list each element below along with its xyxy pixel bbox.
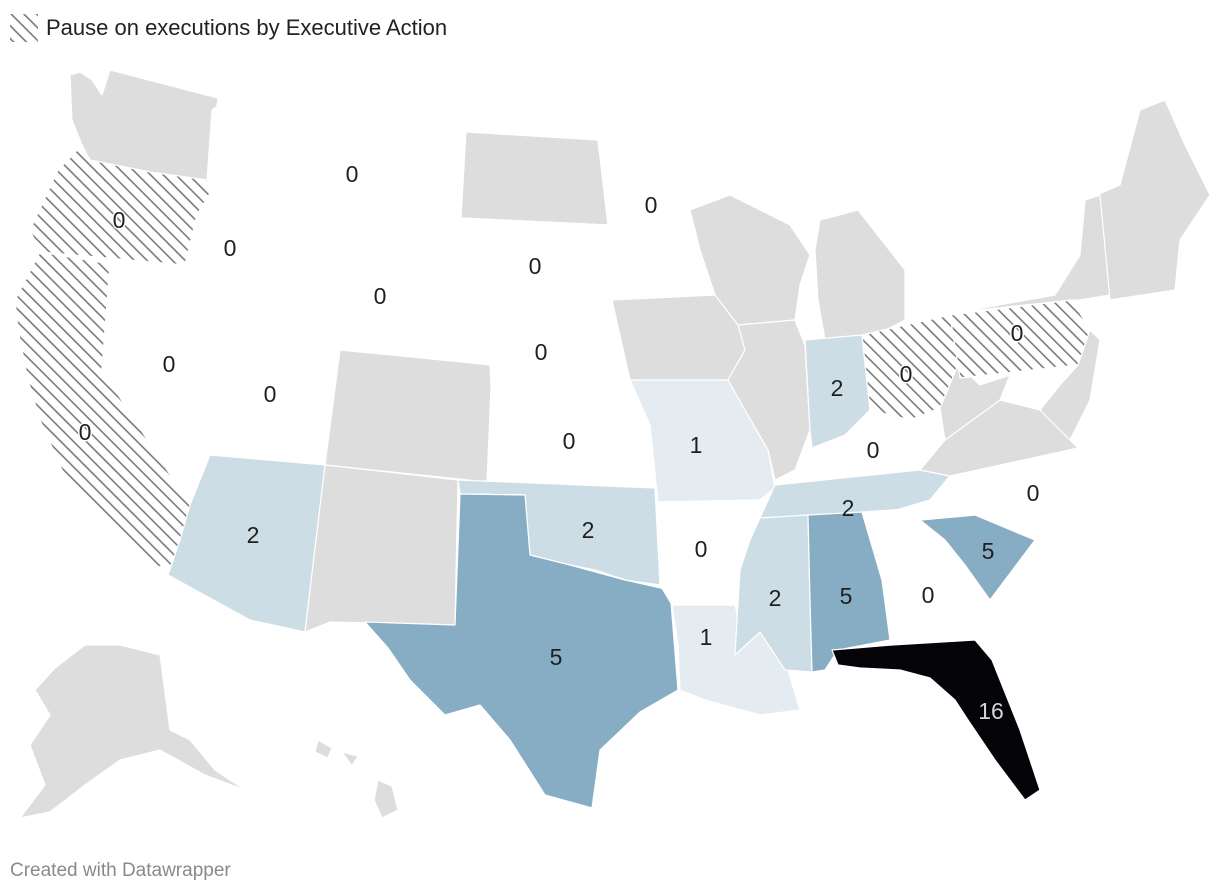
state-kansas[interactable]	[486, 404, 656, 489]
state-montana[interactable]	[217, 97, 441, 236]
state-value-label: 0	[535, 339, 548, 365]
state-value-label: 5	[840, 583, 853, 609]
state-value-label: 1	[690, 432, 703, 458]
state-value-label: 0	[1011, 320, 1024, 346]
state-nevada[interactable]	[101, 263, 251, 506]
state-arkansas[interactable]	[657, 499, 761, 606]
state-value-label: 0	[1027, 480, 1040, 506]
state-value-label: 1	[700, 624, 713, 650]
state-hawaii[interactable]	[314, 739, 399, 819]
us-map: 0 0 0 0 0 0 0 2 0 0 0 2 5 0 1 0 1 2 0 0 2 2 5 0 16 5 0 0	[14, 69, 1211, 819]
state-wisconsin[interactable]	[689, 194, 811, 326]
state-wyoming[interactable]	[294, 227, 431, 351]
footer-credit: Created with Datawrapper	[10, 860, 231, 881]
state-value-label: 2	[842, 495, 855, 521]
state-value-label: 0	[695, 536, 708, 562]
state-illinois[interactable]	[727, 319, 811, 481]
state-minnesota[interactable]	[597, 139, 716, 301]
state-value-label: 0	[79, 419, 92, 445]
state-value-label: 0	[113, 207, 126, 233]
state-value-label: 0	[346, 161, 359, 187]
state-new-york[interactable]	[959, 194, 1111, 313]
state-value-label: 0	[563, 428, 576, 454]
state-value-label: 5	[982, 538, 995, 564]
state-south-dakota[interactable]	[454, 217, 613, 313]
state-value-label: 0	[529, 253, 542, 279]
state-value-label: 2	[831, 375, 844, 401]
state-idaho[interactable]	[184, 99, 306, 291]
state-florida[interactable]	[831, 639, 1041, 801]
legend: Pause on executions by Executive Action	[10, 12, 447, 44]
state-value-label: 0	[867, 437, 880, 463]
state-value-label: 0	[645, 192, 658, 218]
state-value-label: 16	[978, 698, 1004, 724]
state-new-mexico[interactable]	[304, 464, 459, 633]
states-layer	[14, 69, 1211, 819]
state-value-label: 2	[769, 585, 782, 611]
state-michigan[interactable]	[814, 209, 906, 341]
state-value-label: 5	[550, 644, 563, 670]
hatch-swatch-icon	[10, 14, 38, 42]
state-texas[interactable]	[364, 493, 679, 809]
labels-layer: 0 0 0 0 0 0 0 2 0 0 0 2 5 0 1 0 1 2 0 0 2 2 5 0 16 5 0 0	[77, 161, 1040, 725]
state-value-label: 0	[224, 235, 237, 261]
state-value-label: 2	[582, 517, 595, 543]
state-new-england[interactable]	[1084, 99, 1211, 301]
state-alaska[interactable]	[19, 644, 246, 819]
state-value-label: 0	[163, 351, 176, 377]
state-value-label: 0	[922, 582, 935, 608]
state-value-label: 2	[247, 522, 260, 548]
legend-label: Pause on executions by Executive Action	[46, 15, 448, 40]
state-north-dakota[interactable]	[460, 131, 609, 226]
state-value-label: 0	[264, 381, 277, 407]
state-colorado[interactable]	[324, 349, 493, 483]
state-value-label: 0	[900, 361, 913, 387]
state-mid-atlantic[interactable]	[1039, 329, 1101, 441]
state-value-label: 0	[374, 283, 387, 309]
